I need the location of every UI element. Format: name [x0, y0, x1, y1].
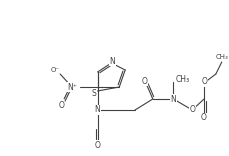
Text: O: O [142, 76, 148, 85]
Text: N⁺: N⁺ [67, 83, 77, 92]
Text: CH₃: CH₃ [215, 54, 228, 60]
Text: O: O [58, 100, 64, 110]
Text: N: N [95, 105, 101, 115]
Text: O: O [201, 114, 207, 122]
Text: O⁻: O⁻ [51, 67, 60, 73]
Text: O: O [95, 141, 101, 149]
Text: O: O [189, 105, 195, 115]
Text: S: S [91, 88, 96, 98]
Text: N: N [171, 95, 176, 103]
Text: O: O [202, 78, 208, 86]
Text: N: N [109, 56, 115, 66]
Text: CH₃: CH₃ [175, 76, 190, 85]
